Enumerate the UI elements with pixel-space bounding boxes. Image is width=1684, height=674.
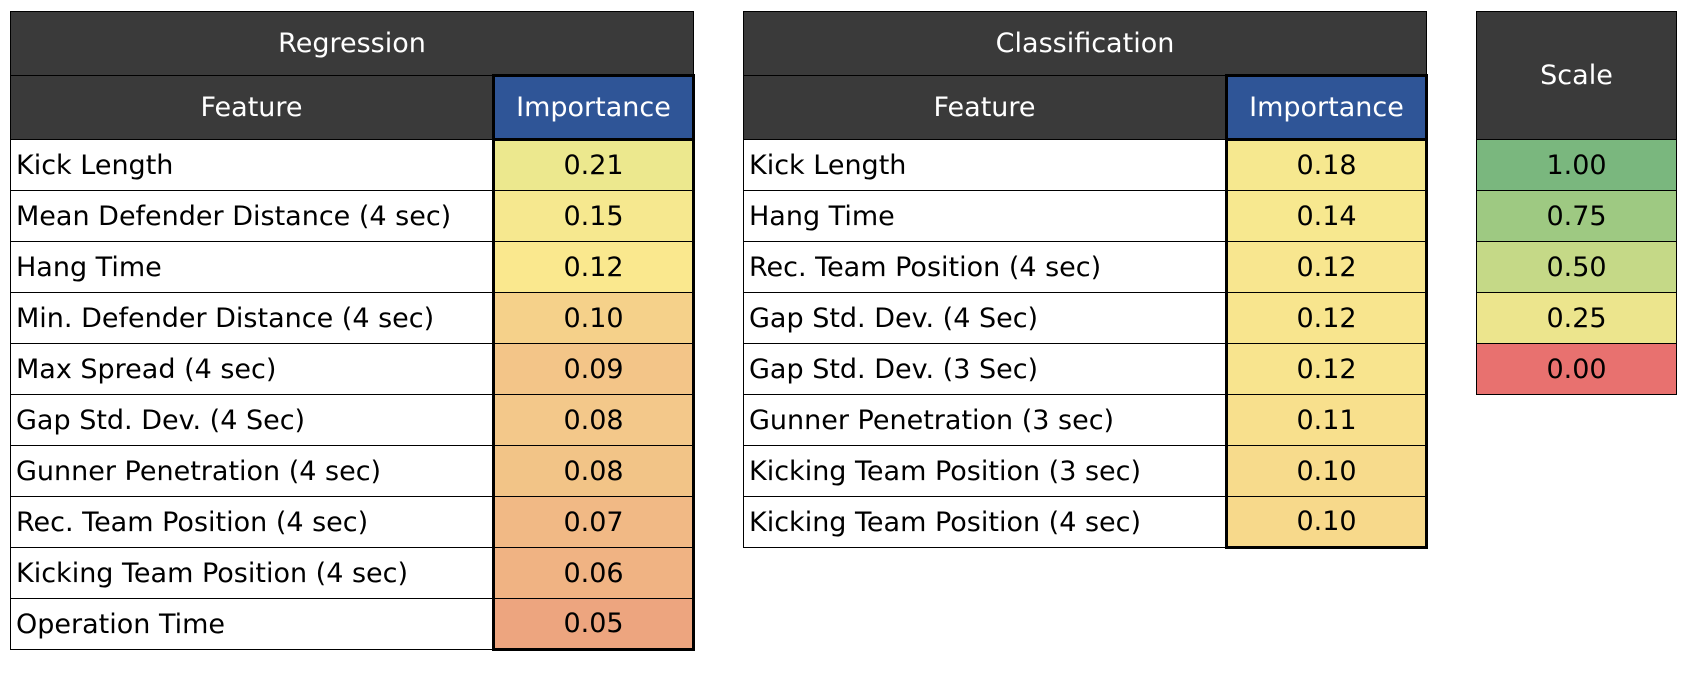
regression-row: Max Spread (4 sec) 0.09 (10, 343, 695, 395)
classification-feature-cell: Kicking Team Position (3 sec) (743, 445, 1227, 497)
regression-feature-cell: Mean Defender Distance (4 sec) (10, 190, 494, 242)
classification-feature-cell: Gunner Penetration (3 sec) (743, 394, 1227, 446)
scale-value-cell: 0.50 (1476, 241, 1677, 293)
regression-row: Mean Defender Distance (4 sec) 0.15 (10, 190, 695, 242)
regression-feature-cell: Min. Defender Distance (4 sec) (10, 292, 494, 344)
scale-title: Scale (1476, 11, 1677, 140)
classification-importance-cell: 0.12 (1225, 241, 1428, 293)
regression-title: Regression (10, 11, 694, 76)
scale-table: Scale 1.00 0.75 0.50 0.25 0.00 (1476, 11, 1677, 395)
regression-row: Hang Time 0.12 (10, 241, 695, 293)
regression-row: Rec. Team Position (4 sec) 0.07 (10, 496, 695, 548)
classification-feature-cell: Rec. Team Position (4 sec) (743, 241, 1227, 293)
classification-feature-cell: Hang Time (743, 190, 1227, 242)
classification-importance-cell: 0.10 (1225, 445, 1428, 497)
regression-feature-cell: Gap Std. Dev. (4 Sec) (10, 394, 494, 446)
classification-feature-header: Feature (743, 75, 1227, 140)
classification-row: Kicking Team Position (3 sec) 0.10 (743, 445, 1428, 497)
regression-importance-cell: 0.21 (492, 139, 695, 191)
scale-value-cell: 1.00 (1476, 139, 1677, 191)
classification-feature-cell: Kicking Team Position (4 sec) (743, 496, 1227, 548)
classification-row: Rec. Team Position (4 sec) 0.12 (743, 241, 1428, 293)
scale-row: 0.25 (1476, 292, 1677, 344)
regression-importance-cell: 0.08 (492, 394, 695, 446)
regression-feature-cell: Kick Length (10, 139, 494, 191)
regression-feature-header: Feature (10, 75, 494, 140)
scale-value-cell: 0.75 (1476, 190, 1677, 242)
regression-importance-cell: 0.12 (492, 241, 695, 293)
regression-importance-header: Importance (492, 74, 695, 141)
regression-importance-cell: 0.10 (492, 292, 695, 344)
regression-table: Regression Feature Importance Kick Lengt… (10, 11, 695, 651)
classification-feature-cell: Gap Std. Dev. (3 Sec) (743, 343, 1227, 395)
regression-row: Operation Time 0.05 (10, 598, 695, 651)
classification-feature-cell: Kick Length (743, 139, 1227, 191)
regression-importance-cell: 0.05 (492, 598, 695, 651)
regression-row: Kicking Team Position (4 sec) 0.06 (10, 547, 695, 599)
regression-feature-cell: Hang Time (10, 241, 494, 293)
regression-importance-cell: 0.08 (492, 445, 695, 497)
classification-title: Classification (743, 11, 1427, 76)
scale-row: 0.75 (1476, 190, 1677, 242)
classification-importance-cell: 0.18 (1225, 139, 1428, 191)
regression-importance-cell: 0.07 (492, 496, 695, 548)
regression-row: Gunner Penetration (4 sec) 0.08 (10, 445, 695, 497)
regression-importance-cell: 0.06 (492, 547, 695, 599)
classification-row: Kicking Team Position (4 sec) 0.10 (743, 496, 1428, 549)
scale-value-cell: 0.00 (1476, 343, 1677, 395)
regression-feature-cell: Gunner Penetration (4 sec) (10, 445, 494, 497)
regression-row: Kick Length 0.21 (10, 139, 695, 191)
scale-row: 1.00 (1476, 139, 1677, 191)
classification-row: Gap Std. Dev. (3 Sec) 0.12 (743, 343, 1428, 395)
classification-importance-cell: 0.14 (1225, 190, 1428, 242)
regression-feature-cell: Rec. Team Position (4 sec) (10, 496, 494, 548)
scale-row: 0.00 (1476, 343, 1677, 395)
regression-feature-cell: Operation Time (10, 598, 494, 650)
regression-row: Min. Defender Distance (4 sec) 0.10 (10, 292, 695, 344)
classification-importance-cell: 0.12 (1225, 292, 1428, 344)
regression-feature-cell: Max Spread (4 sec) (10, 343, 494, 395)
classification-feature-cell: Gap Std. Dev. (4 Sec) (743, 292, 1227, 344)
scale-value-cell: 0.25 (1476, 292, 1677, 344)
scale-row: 0.50 (1476, 241, 1677, 293)
regression-importance-cell: 0.15 (492, 190, 695, 242)
classification-row: Kick Length 0.18 (743, 139, 1428, 191)
classification-importance-header: Importance (1225, 74, 1428, 141)
classification-row: Gunner Penetration (3 sec) 0.11 (743, 394, 1428, 446)
classification-table: Classification Feature Importance Kick L… (743, 11, 1428, 549)
regression-row: Gap Std. Dev. (4 Sec) 0.08 (10, 394, 695, 446)
regression-feature-cell: Kicking Team Position (4 sec) (10, 547, 494, 599)
classification-importance-cell: 0.11 (1225, 394, 1428, 446)
regression-importance-cell: 0.09 (492, 343, 695, 395)
classification-importance-cell: 0.12 (1225, 343, 1428, 395)
classification-importance-cell: 0.10 (1225, 496, 1428, 549)
classification-row: Hang Time 0.14 (743, 190, 1428, 242)
classification-row: Gap Std. Dev. (4 Sec) 0.12 (743, 292, 1428, 344)
